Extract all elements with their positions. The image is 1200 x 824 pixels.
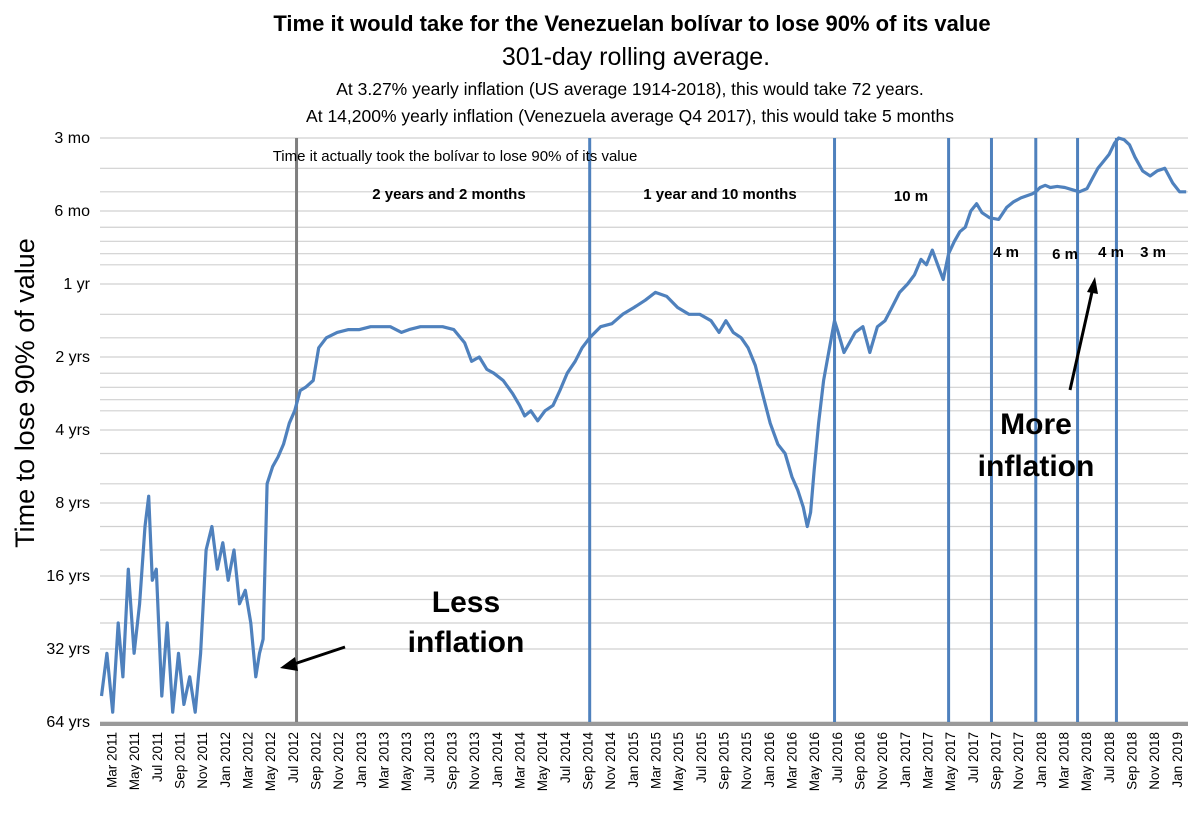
x-tick-label: May 2013: [399, 732, 414, 791]
more-inflation-label: More inflation: [978, 408, 1095, 483]
x-tick-label: Mar 2017: [920, 732, 935, 789]
x-tick-label: Sep 2014: [580, 732, 595, 790]
x-tick-label: May 2015: [671, 732, 686, 791]
x-tick-label: May 2014: [535, 732, 550, 792]
x-tick-label: Jul 2012: [286, 732, 301, 783]
x-tick-label: Mar 2013: [376, 732, 391, 789]
chart-title: Time it would take for the Venezuelan bo…: [273, 11, 990, 36]
period-label-3: 10 m: [894, 188, 928, 205]
x-tick-label: Jan 2015: [626, 732, 641, 788]
x-tick-label: Jul 2015: [694, 732, 709, 783]
x-tick-label: May 2011: [127, 732, 142, 790]
x-tick-label: Jul 2016: [830, 732, 845, 783]
y-tick-label: 2 yrs: [55, 349, 90, 366]
period-markers: [295, 138, 1118, 722]
less-inflation-label: Less inflation: [408, 586, 525, 659]
x-tick-label: Mar 2018: [1056, 732, 1071, 789]
x-tick-label: Nov 2011: [195, 732, 210, 789]
x-tick-label: Nov 2017: [1011, 732, 1026, 790]
x-tick-label: May 2016: [807, 732, 822, 791]
callout-text: Time it actually took the bolívar to los…: [273, 148, 638, 165]
x-tick-label: Sep 2018: [1124, 732, 1139, 790]
x-tick-label: Nov 2012: [331, 732, 346, 790]
x-tick-label: Jan 2017: [898, 732, 913, 788]
y-tick-label: 8 yrs: [55, 495, 90, 512]
x-tick-label: Jan 2018: [1034, 732, 1049, 788]
x-tick-label: Sep 2015: [716, 732, 731, 790]
x-tick-label: Jul 2013: [422, 732, 437, 783]
period-label-7: 3 m: [1140, 244, 1166, 261]
x-tick-label: May 2017: [943, 732, 958, 791]
y-tick-label: 6 mo: [54, 203, 90, 220]
x-tick-label: Nov 2018: [1147, 732, 1162, 790]
series-line: [99, 136, 1187, 714]
annotation-line: More: [1000, 408, 1072, 441]
x-tick-label: Jan 2016: [762, 732, 777, 788]
x-tick-label: Nov 2016: [875, 732, 890, 790]
annotation-line: inflation: [978, 450, 1095, 483]
y-axis-ticks: 3 mo 6 mo 1 yr 2 yrs 4 yrs 8 yrs 16 yrs 32 yrs 6…: [46, 130, 90, 731]
less-inflation-arrow: [293, 645, 346, 666]
annotation-line: inflation: [408, 626, 525, 659]
period-callout: Time it actually took the bolívar to los…: [273, 148, 638, 165]
y-tick-label: 64 yrs: [46, 714, 90, 731]
series-lines: [99, 136, 1187, 714]
period-label-1: 2 years and 2 months: [372, 186, 525, 203]
chart-subtitle: 301-day rolling average.: [502, 43, 770, 71]
x-tick-label: Sep 2016: [852, 732, 867, 790]
x-axis-ticks: Mar 2011 May 2011 Jul 2011 Sep 2011 Nov 2011…: [104, 732, 1184, 792]
x-tick-label: Nov 2015: [739, 732, 754, 790]
x-tick-label: Mar 2012: [240, 732, 255, 789]
x-tick-label: Sep 2012: [308, 732, 323, 790]
x-tick-label: Mar 2015: [648, 732, 663, 789]
x-tick-label: Sep 2013: [444, 732, 459, 790]
y-tick-label: 4 yrs: [55, 422, 90, 439]
x-tick-label: Jan 2013: [354, 732, 369, 788]
grid-lines: [100, 137, 1188, 723]
x-tick-label: May 2012: [263, 732, 278, 791]
x-tick-label: Jan 2014: [490, 732, 505, 788]
x-tick-label: Jul 2018: [1102, 732, 1117, 783]
period-label-2: 1 year and 10 months: [643, 186, 796, 203]
x-tick-label: Nov 2014: [603, 732, 618, 790]
y-axis-label: Time to lose 90% of value: [10, 238, 40, 548]
x-tick-label: Sep 2011: [172, 732, 187, 789]
more-inflation-arrow: [1068, 291, 1094, 391]
annotation-line: Less: [432, 586, 500, 619]
x-tick-label: Jul 2017: [966, 732, 981, 783]
y-tick-label: 3 mo: [54, 130, 90, 147]
x-tick-label: May 2018: [1079, 732, 1094, 791]
x-tick-label: Jan 2019: [1170, 732, 1185, 788]
chart-note-us: At 3.27% yearly inflation (US average 19…: [336, 79, 924, 99]
x-tick-label: Jan 2012: [218, 732, 233, 788]
x-tick-label: Mar 2011: [104, 732, 119, 788]
x-tick-label: Mar 2014: [512, 732, 527, 790]
y-tick-label: 16 yrs: [46, 568, 90, 585]
x-tick-label: Nov 2013: [467, 732, 482, 790]
x-tick-label: Sep 2017: [988, 732, 1003, 790]
x-tick-label: Jul 2014: [558, 732, 573, 784]
chart-note-venezuela: At 14,200% yearly inflation (Venezuela a…: [306, 106, 954, 126]
y-tick-label: 32 yrs: [46, 641, 90, 658]
more-inflation-arrowhead: [1087, 277, 1098, 294]
y-tick-label: 1 yr: [63, 276, 90, 293]
period-label-6: 4 m: [1098, 244, 1124, 261]
x-tick-label: Mar 2016: [784, 732, 799, 789]
less-inflation-arrowhead: [280, 657, 298, 671]
period-label-4: 4 m: [993, 244, 1019, 261]
x-tick-label: Jul 2011: [150, 732, 165, 782]
period-label-5: 6 m: [1052, 246, 1078, 263]
